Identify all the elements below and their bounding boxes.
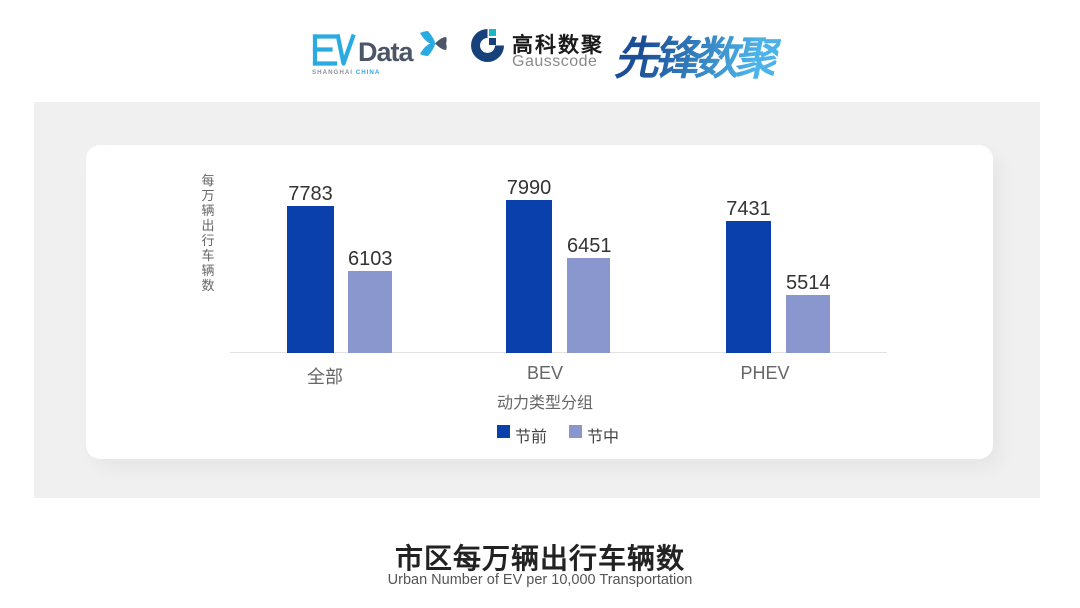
svg-text:Data: Data <box>358 37 415 67</box>
